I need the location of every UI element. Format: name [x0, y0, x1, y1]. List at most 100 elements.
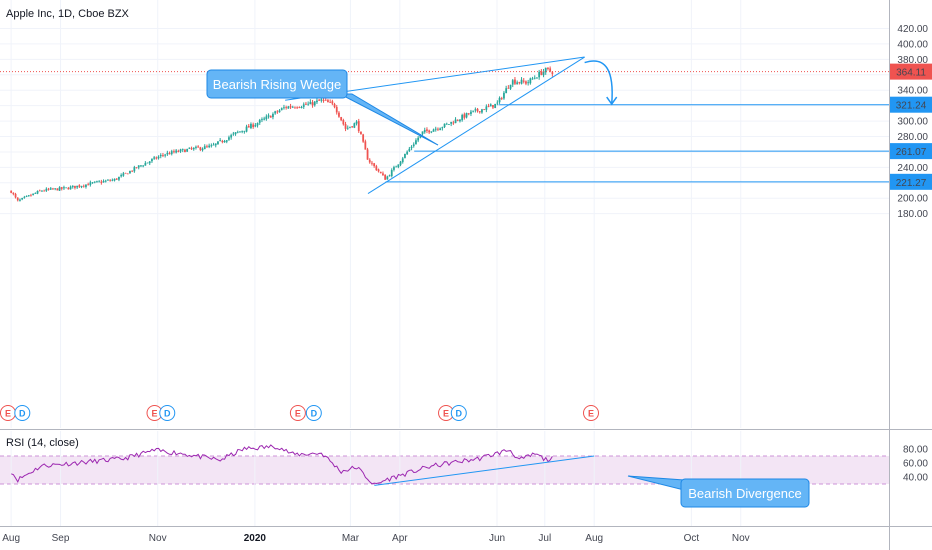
divergence-callout[interactable]: Bearish Divergence [627, 475, 810, 508]
time-tick: Apr [392, 533, 408, 544]
candle-up [133, 167, 136, 172]
rsi-line [11, 444, 553, 485]
candle-down [199, 147, 202, 150]
price-level-label: 321.24 [896, 101, 927, 112]
candle-up [254, 125, 257, 127]
candle-up [25, 196, 28, 197]
candle-up [214, 143, 217, 146]
projection-arrow[interactable] [584, 60, 613, 105]
candle-down [38, 190, 41, 192]
rsi-layer [11, 444, 595, 486]
price-tick: 420.00 [897, 24, 928, 35]
dividend-marker[interactable] [14, 405, 31, 421]
candle-up [544, 67, 547, 73]
candle-up [129, 170, 131, 174]
time-tick: Jun [489, 533, 505, 544]
candle-down [518, 82, 521, 83]
price-level-tag[interactable] [890, 173, 932, 190]
candle-down [289, 106, 292, 108]
candle-up [144, 163, 147, 166]
candle-up [36, 191, 39, 194]
candle-down [131, 170, 134, 172]
candle-up [27, 195, 30, 197]
candle-up [23, 196, 26, 198]
candle-down [384, 175, 387, 180]
candle-down [379, 171, 382, 174]
candle-down [285, 107, 288, 108]
candle-down [338, 112, 340, 117]
rsi-title[interactable]: RSI (14, close) [6, 437, 79, 449]
dividend-marker[interactable] [305, 405, 322, 421]
candle-up [98, 181, 101, 183]
candle-up [388, 175, 391, 177]
candle-up [346, 127, 349, 129]
candle-up [166, 152, 169, 155]
time-tick: Sep [52, 533, 70, 544]
candle-up [267, 115, 270, 117]
price-tick: 200.00 [897, 194, 928, 205]
last-price-tag[interactable] [890, 63, 932, 80]
candles-layer [10, 66, 554, 202]
candle-up [415, 140, 417, 145]
marker-label: E [152, 409, 158, 419]
candle-down [87, 184, 90, 186]
candle-up [489, 104, 492, 107]
candle-down [190, 148, 193, 150]
candle-up [54, 188, 57, 190]
candle-up [107, 179, 109, 181]
candle-down [269, 115, 272, 118]
candle-down [155, 157, 158, 159]
candle-up [274, 111, 277, 114]
candle-down [360, 131, 362, 135]
marker-label: D [311, 409, 318, 419]
candle-up [309, 101, 312, 105]
candle-up [498, 97, 501, 103]
candle-down [366, 149, 369, 160]
candle-down [492, 105, 494, 108]
dividend-marker[interactable] [450, 405, 467, 421]
candle-up [261, 119, 263, 121]
candle-up [465, 113, 468, 118]
candle-up [102, 181, 105, 183]
candle-down [476, 108, 479, 112]
candle-down [371, 162, 373, 164]
divergence-trendline[interactable] [374, 455, 595, 486]
candle-up [41, 190, 43, 192]
symbol-title[interactable]: Apple Inc, 1D, Cboe BZX [6, 8, 130, 20]
candle-up [76, 185, 79, 188]
candle-down [109, 180, 112, 182]
candle-up [448, 124, 450, 125]
candle-up [159, 155, 162, 157]
candle-down [525, 81, 527, 84]
candle-down [551, 72, 554, 74]
candle-down [344, 124, 347, 129]
wedge-callout[interactable]: Bearish Rising Wedge [206, 69, 439, 146]
earnings-marker[interactable] [583, 405, 600, 421]
price-level-tag[interactable] [890, 96, 932, 113]
candle-up [236, 131, 239, 133]
price-level-tag[interactable] [890, 143, 932, 160]
candle-down [252, 124, 255, 128]
candle-up [287, 106, 290, 109]
dividend-marker[interactable] [159, 405, 176, 421]
candle-down [357, 121, 360, 132]
candle-down [296, 107, 299, 109]
rsi-axis[interactable] [889, 431, 932, 526]
candle-up [21, 197, 24, 200]
candle-down [115, 178, 118, 180]
candle-down [547, 67, 549, 69]
candle-down [507, 87, 510, 89]
candle-up [250, 123, 252, 129]
candle-up [96, 181, 98, 183]
candle-down [467, 113, 470, 115]
candle-down [549, 68, 552, 72]
wedge-lower-trendline[interactable] [367, 56, 585, 195]
candle-up [302, 104, 305, 107]
candle-up [283, 107, 285, 109]
candle-up [241, 130, 244, 132]
earnings-marker[interactable] [289, 405, 306, 421]
candle-down [500, 98, 503, 99]
candle-up [423, 129, 426, 133]
candle-up [417, 137, 420, 141]
candle-down [324, 99, 327, 101]
